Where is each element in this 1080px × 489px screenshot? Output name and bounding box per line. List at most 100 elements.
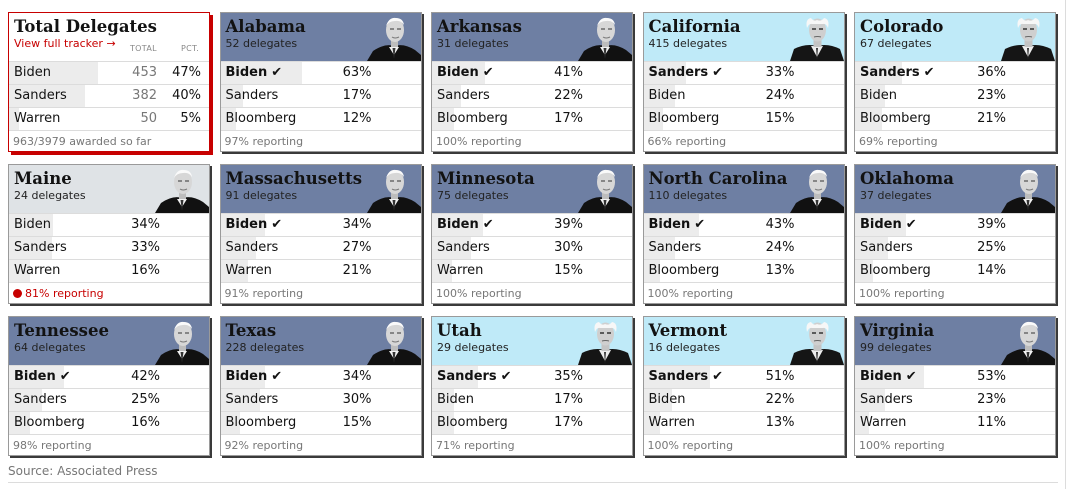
vote-pct: 33% (131, 240, 160, 255)
reporting-text: 71% reporting (436, 439, 515, 452)
state-card-arkansas[interactable]: Arkansas 31 delegates Biden ✔ 41% Sanders 22% B… (431, 12, 633, 152)
vote-pct: 22% (554, 88, 583, 103)
vote-pct: 30% (554, 240, 583, 255)
vote-pct: 36% (977, 65, 1006, 80)
vote-pct: 17% (554, 415, 583, 430)
candidate-row-sanders: Sanders 23% (855, 388, 1055, 411)
candidate-name: Sanders (860, 240, 913, 255)
state-header: Virginia 99 delegates (855, 317, 1055, 365)
state-header: Maine 24 delegates (9, 165, 209, 213)
vote-share-bar (643, 237, 675, 259)
vote-pct: 24% (765, 240, 795, 255)
state-header: California 415 delegates (643, 13, 844, 61)
candidate-row-biden: Biden ✔ 43% (643, 213, 844, 236)
candidate-name: Biden ✔ (860, 214, 917, 236)
vote-share-bar (9, 412, 30, 434)
view-full-tracker-link[interactable]: View full tracker → (14, 37, 116, 50)
reporting-status: 81% reporting (9, 282, 209, 303)
vote-pct: 53% (977, 369, 1006, 384)
candidate-rows: Biden ✔ 43% Sanders 24% Bloomberg 13% (643, 213, 844, 282)
vote-share-bar (432, 85, 461, 107)
vote-share-bar (643, 108, 663, 130)
vote-pct: 51% (765, 369, 795, 384)
delegate-pct: 5% (180, 111, 201, 126)
vote-share-bar (643, 62, 687, 84)
state-card-vermont[interactable]: Vermont 16 delegates Sanders ✔ 51% Biden 22% Wa… (642, 316, 845, 456)
delegate-pct: 47% (172, 65, 201, 80)
state-card-alabama[interactable]: Alabama 52 delegates Biden ✔ 63% Sanders 17% Bl… (219, 12, 422, 152)
delegate-count: 29 delegates (437, 341, 509, 354)
state-header: Massachusetts 91 delegates (220, 165, 421, 213)
state-card-texas[interactable]: Texas 228 delegates Biden ✔ 34% Sanders 30% Blo… (219, 316, 422, 456)
vote-share-bar (220, 108, 237, 130)
biden-portrait-icon (366, 321, 421, 365)
reporting-status: 71% reporting (432, 434, 632, 455)
candidate-rows: Biden ✔ 34% Sanders 30% Bloomberg 15% (220, 365, 421, 434)
reporting-status: 100% reporting (643, 282, 844, 303)
reporting-text: 81% reporting (25, 287, 104, 300)
vote-share-bar (220, 214, 265, 236)
vote-pct: 11% (977, 415, 1006, 430)
winner-check-icon: ✔ (271, 369, 283, 384)
candidate-row-biden: Biden ✔ 41% (432, 61, 632, 84)
state-card-minnesota[interactable]: Minnesota 75 delegates Biden ✔ 39% Sanders 30%… (431, 164, 633, 304)
candidate-row-sanders: Sanders ✔ 51% (643, 365, 844, 388)
vote-share-bar (643, 260, 661, 282)
winner-check-icon: ✔ (271, 217, 283, 232)
candidate-name: Bloomberg (225, 415, 297, 430)
state-header: Texas 228 delegates (220, 317, 421, 365)
state-card-colorado[interactable]: Colorado 67 delegates Sanders ✔ 36% Biden 23% B… (854, 12, 1056, 152)
state-card-oklahoma[interactable]: Oklahoma 37 delegates Biden ✔ 39% Sanders 25% B… (854, 164, 1056, 304)
state-card-massachusetts[interactable]: Massachusetts 91 delegates Biden ✔ 34% Sander… (219, 164, 422, 304)
state-card-maine[interactable]: Maine 24 delegates Biden 34% Sanders 33% Warre… (8, 164, 210, 304)
biden-portrait-icon (1001, 321, 1055, 365)
reporting-text: 98% reporting (13, 439, 92, 452)
state-card-north-carolina[interactable]: North Carolina 110 delegates Biden ✔ 43% Sand… (642, 164, 845, 304)
candidate-row-biden: Biden ✔ 53% (855, 365, 1055, 388)
candidate-row-sanders: Sanders ✔ 35% (432, 365, 632, 388)
results-grid: Total Delegates View full tracker → TOTA… (8, 12, 1056, 456)
delegate-count: 52 delegates (225, 37, 298, 50)
candidate-name: Bloomberg (648, 263, 720, 278)
state-header: Arkansas 31 delegates (432, 13, 632, 61)
vote-share-bar (643, 366, 710, 388)
state-card-utah[interactable]: Utah 29 delegates Sanders ✔ 35% Biden 17% Bloom… (431, 316, 633, 456)
candidate-name: Biden ✔ (14, 366, 71, 388)
candidate-row-biden: Biden 453 47% (9, 61, 209, 84)
reporting-text: 69% reporting (859, 135, 938, 148)
vote-share-bar (432, 108, 455, 130)
state-card-tennessee[interactable]: Tennessee 64 delegates Biden ✔ 42% Sanders 25%… (8, 316, 210, 456)
winner-check-icon: ✔ (923, 65, 935, 80)
vote-share-bar (855, 260, 874, 282)
delegate-count: 24 delegates (14, 189, 86, 202)
delegate-count: 16 delegates (648, 341, 721, 354)
vote-share-bar (643, 85, 675, 107)
candidate-row-sanders: Sanders 22% (432, 84, 632, 107)
vote-share-bar (855, 85, 885, 107)
pct-column-label: PCT. (181, 44, 200, 53)
candidate-row-bloomberg: Bloomberg 21% (855, 107, 1055, 130)
reporting-text: 100% reporting (436, 287, 522, 300)
vote-pct: 25% (977, 240, 1006, 255)
delegate-count: 228 delegates (225, 341, 305, 354)
vote-pct: 17% (554, 111, 583, 126)
vote-pct: 21% (977, 111, 1006, 126)
state-card-california[interactable]: California 415 delegates Sanders ✔ 33% Biden 2… (642, 12, 845, 152)
state-card-virginia[interactable]: Virginia 99 delegates Biden ✔ 53% Sanders 23% W… (854, 316, 1056, 456)
candidate-row-warren: Warren 16% (9, 259, 209, 282)
candidate-row-warren: Warren 15% (432, 259, 632, 282)
candidate-name: Biden ✔ (860, 366, 917, 388)
state-name: North Carolina (648, 169, 788, 188)
candidate-name: Warren (648, 415, 695, 430)
winner-check-icon: ✔ (712, 65, 724, 80)
vote-pct: 15% (342, 415, 372, 430)
candidate-name: Sanders ✔ (649, 366, 724, 388)
candidate-name: Sanders (225, 240, 279, 255)
winner-check-icon: ✔ (482, 65, 494, 80)
reporting-status: 100% reporting (432, 130, 632, 151)
candidate-row-bloomberg: Bloomberg 13% (643, 259, 844, 282)
delegate-count: 50 (140, 111, 157, 126)
state-name: Minnesota (437, 169, 535, 188)
reporting-text: 100% reporting (647, 439, 734, 452)
vote-share-bar (220, 85, 243, 107)
